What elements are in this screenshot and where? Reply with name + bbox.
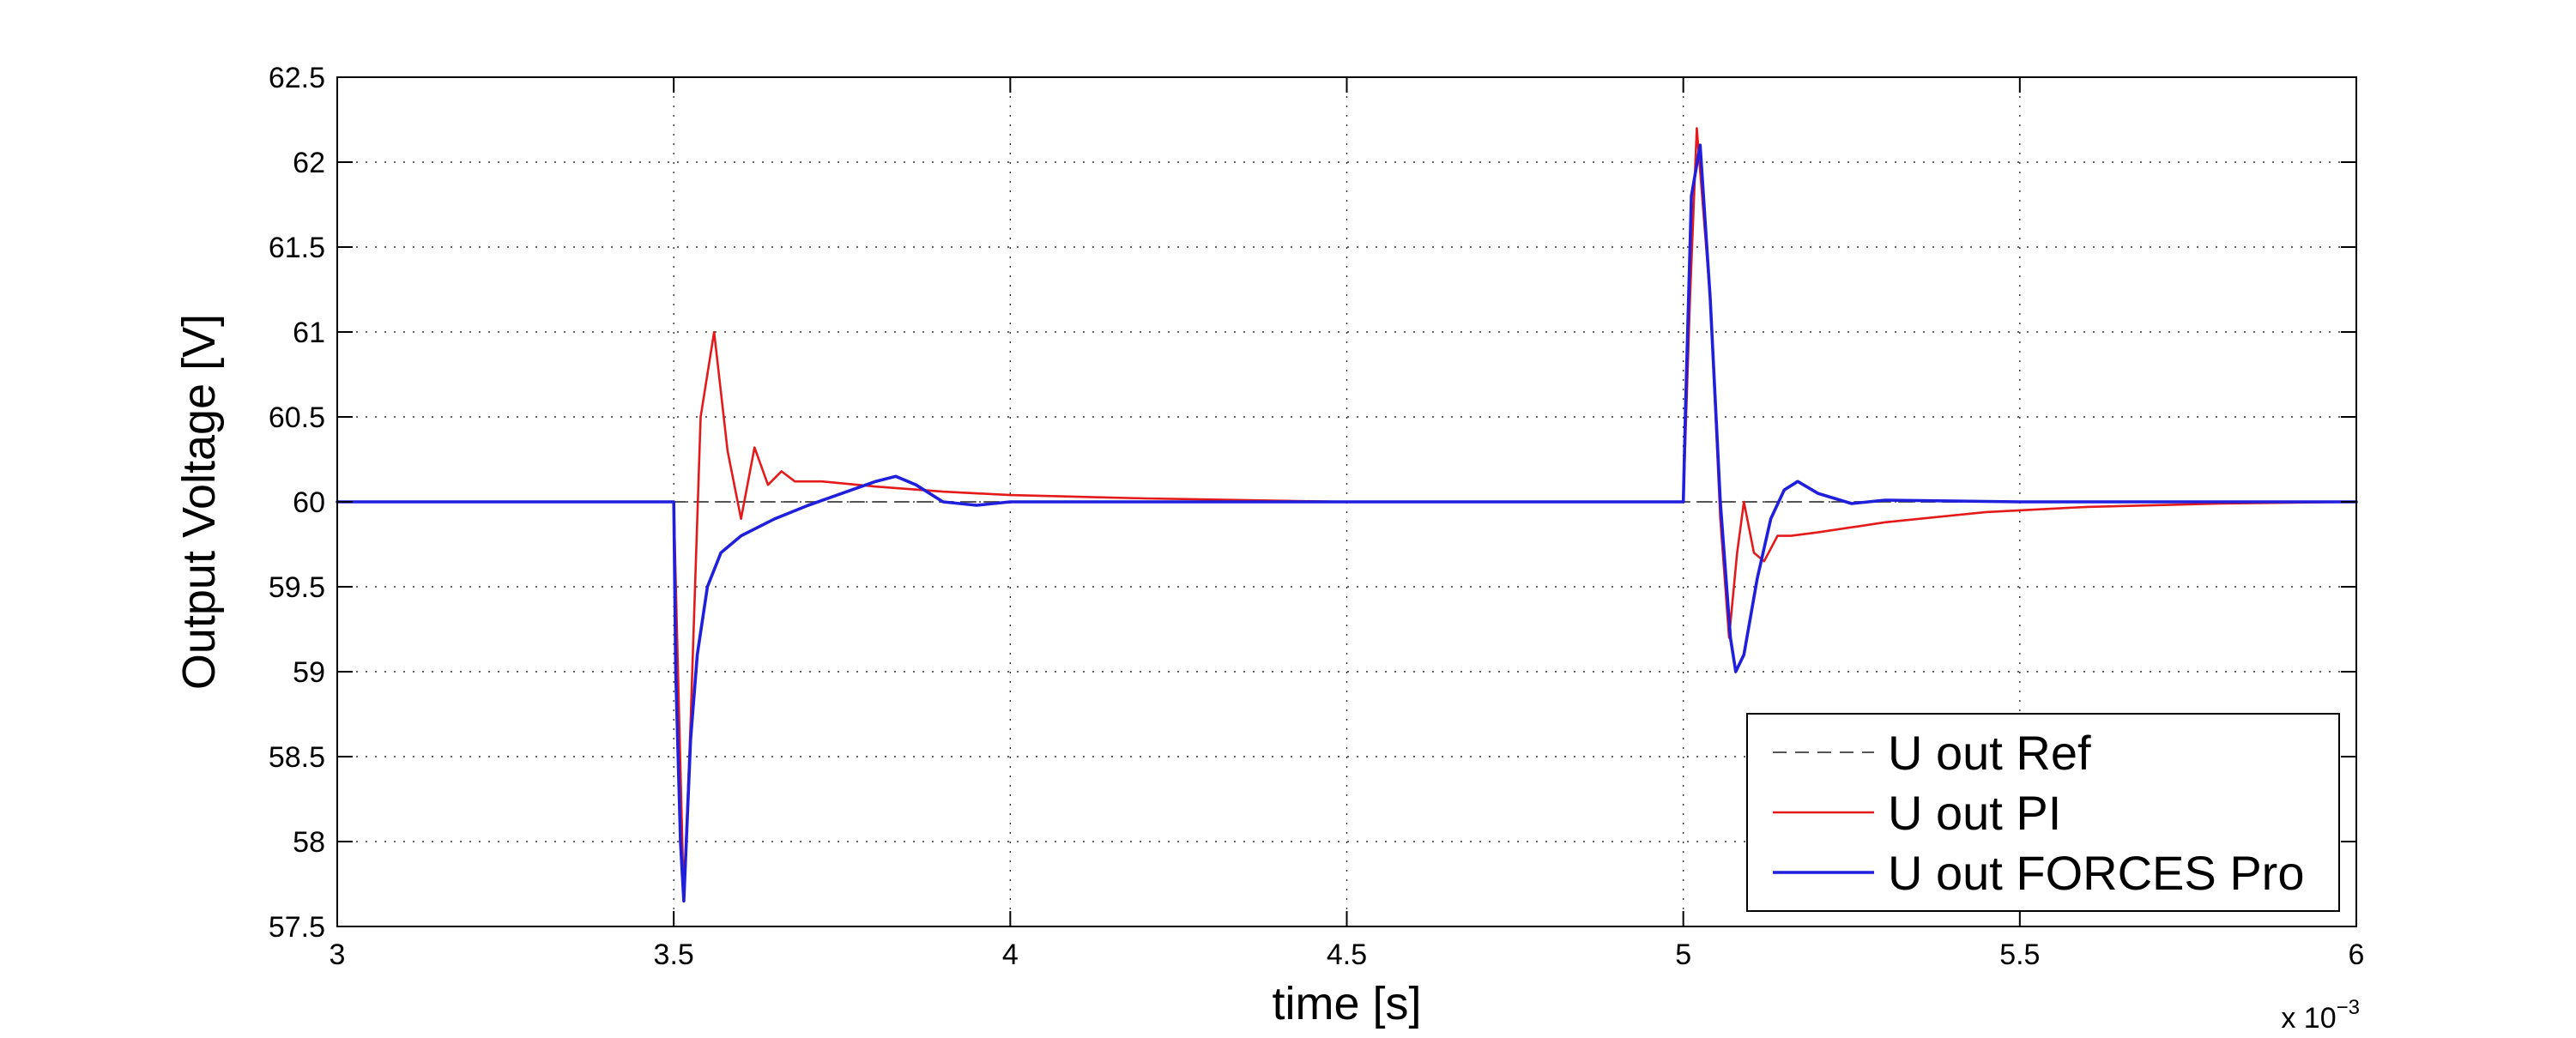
y-tick-label: 61 [293, 317, 325, 349]
y-tick-label: 57.5 [269, 911, 325, 944]
x-tick-label: 3 [330, 938, 346, 971]
legend-label-0: U out Ref [1888, 726, 2091, 780]
x-tick-label: 5.5 [1999, 938, 2040, 971]
legend-label-1: U out PI [1888, 786, 2061, 840]
x-multiplier-exponent: −3 [2337, 996, 2360, 1019]
y-tick-label: 58 [293, 826, 325, 859]
y-tick-label: 62.5 [269, 62, 325, 94]
y-tick-label: 60.5 [269, 401, 325, 434]
y-tick-label: 62 [293, 147, 325, 179]
x-axis-title: time [s] [1272, 978, 1421, 1029]
x-tick-label: 5 [1675, 938, 1691, 971]
x-tick-label: 6 [2349, 938, 2365, 971]
legend-label-2: U out FORCES Pro [1888, 846, 2304, 900]
series-layer [336, 127, 2358, 903]
y-tick-label: 59.5 [269, 571, 325, 604]
y-axis-title: Output Voltage [V] [173, 314, 225, 690]
tick-labels: 3 3.5 4 4.5 5 5.5 6 57.5 58 58.5 59 59.5 60 60.5 61 61.… [269, 62, 2365, 971]
x-tick-label: 4 [1002, 938, 1019, 971]
y-tick-label: 61.5 [269, 232, 325, 264]
series-line-2 [336, 143, 2358, 903]
x-tick-label: 3.5 [654, 938, 694, 971]
legend: U out Ref U out PI U out FORCES Pro [1746, 713, 2340, 912]
x-multiplier-base: x 10 [2281, 1002, 2336, 1035]
y-tick-label: 60 [293, 486, 325, 519]
y-tick-label: 59 [293, 656, 325, 689]
x-axis-multiplier: x 10−3 [2281, 996, 2360, 1035]
y-tick-label: 58.5 [269, 741, 325, 774]
axis-ticks [336, 76, 2357, 927]
x-tick-label: 4.5 [1327, 938, 1367, 971]
